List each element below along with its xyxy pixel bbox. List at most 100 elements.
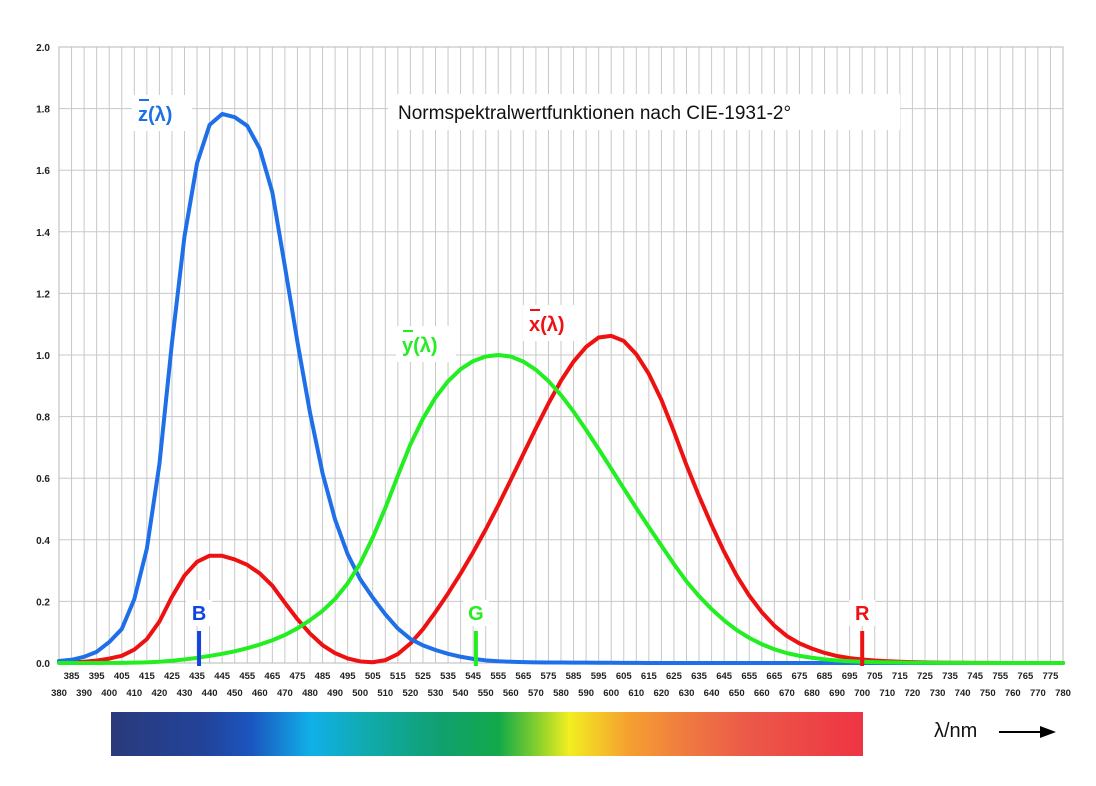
x-tick-label: 725	[917, 671, 934, 682]
x-tick-label: 700	[854, 688, 870, 699]
curve-label-y: y(λ)	[402, 335, 438, 357]
x-tick-label: 460	[252, 688, 268, 699]
x-tick-label: 495	[340, 671, 357, 682]
y-tick-label: 1.8	[36, 105, 50, 116]
x-tick-label: 765	[1017, 671, 1034, 682]
x-tick-label: 610	[628, 688, 644, 699]
x-tick-label: 430	[177, 688, 193, 699]
x-tick-label: 475	[290, 671, 307, 682]
x-tick-label: 685	[817, 671, 834, 682]
x-tick-label: 425	[164, 671, 181, 682]
x-tick-label: 435	[189, 671, 206, 682]
x-tick-label: 735	[942, 671, 959, 682]
x-tick-label: 405	[114, 671, 131, 682]
grid	[58, 46, 1064, 664]
x-tick-label: 590	[578, 688, 594, 699]
x-tick-label: 655	[741, 671, 758, 682]
x-tick-label: 780	[1055, 688, 1071, 699]
x-tick-label: 545	[465, 671, 482, 682]
x-tick-label: 575	[541, 671, 558, 682]
y-tick-label: 1.6	[36, 166, 50, 177]
x-tick-label: 760	[1005, 688, 1021, 699]
x-tick-label: 505	[365, 671, 382, 682]
x-tick-label: 775	[1043, 671, 1060, 682]
x-tick-label: 410	[126, 688, 142, 699]
x-tick-label: 600	[603, 688, 619, 699]
x-tick-label: 605	[616, 671, 633, 682]
x-tick-label: 510	[377, 688, 393, 699]
x-tick-label: 660	[754, 688, 770, 699]
x-tick-label: 630	[679, 688, 695, 699]
x-tick-label: 400	[101, 688, 117, 699]
x-tick-label: 640	[704, 688, 720, 699]
x-tick-label: 535	[440, 671, 457, 682]
x-tick-label: 420	[151, 688, 167, 699]
chart-title-box: Normspektralwertfunktionen nach CIE-1931…	[388, 94, 900, 130]
x-axis-tick-labels: 380 385 390 395 400 405 410 415 420 425 430 435 440 4…	[51, 671, 1071, 699]
x-tick-label: 670	[779, 688, 795, 699]
x-tick-label: 380	[51, 688, 67, 699]
series-line-y	[57, 353, 1065, 665]
x-tick-label: 385	[64, 671, 81, 682]
x-tick-label: 540	[453, 688, 469, 699]
x-tick-label: 470	[277, 688, 293, 699]
x-tick-label: 635	[691, 671, 708, 682]
x-tick-label: 555	[490, 671, 507, 682]
curve-label-x: x(λ)	[529, 314, 565, 336]
primary-label-B: B	[192, 603, 206, 625]
x-tick-label: 455	[239, 671, 256, 682]
x-tick-label: 710	[879, 688, 895, 699]
x-tick-label: 770	[1030, 688, 1046, 699]
y-tick-label: 2.0	[36, 43, 50, 54]
x-tick-label: 730	[930, 688, 946, 699]
x-tick-label: 395	[89, 671, 106, 682]
x-tick-label: 715	[892, 671, 909, 682]
primary-label-bg	[462, 600, 489, 626]
x-tick-label: 450	[227, 688, 243, 699]
x-tick-label: 525	[415, 671, 432, 682]
primary-label-R: R	[855, 603, 870, 625]
x-tick-label: 695	[842, 671, 859, 682]
y-axis-tick-labels: 0.0 0.2 0.4 0.6 0.8 1.0 1.2 1.4 1.6 1.8 2.0	[36, 43, 50, 670]
primary-label-bg	[186, 600, 213, 626]
x-tick-label: 520	[402, 688, 418, 699]
x-tick-label: 720	[904, 688, 920, 699]
x-tick-label: 530	[428, 688, 444, 699]
primary-label-bg	[849, 600, 876, 626]
y-tick-label: 0.8	[36, 413, 50, 424]
x-tick-label: 750	[980, 688, 996, 699]
curves	[57, 111, 1065, 665]
wavelength-axis-label: λ/nm	[934, 720, 1056, 742]
x-tick-label: 585	[566, 671, 583, 682]
x-tick-label: 645	[716, 671, 733, 682]
x-tick-label: 580	[553, 688, 569, 699]
x-tick-label: 570	[528, 688, 544, 699]
x-tick-label: 560	[503, 688, 519, 699]
x-tick-label: 500	[352, 688, 368, 699]
x-tick-label: 705	[867, 671, 884, 682]
primary-label-G: G	[468, 603, 484, 625]
y-tick-label: 1.4	[36, 228, 50, 239]
x-tick-label: 675	[792, 671, 809, 682]
x-tick-label: 665	[766, 671, 783, 682]
x-tick-label: 565	[515, 671, 532, 682]
x-tick-label: 445	[214, 671, 231, 682]
x-tick-label: 415	[139, 671, 156, 682]
x-tick-label: 485	[315, 671, 332, 682]
y-tick-label: 0.6	[36, 474, 50, 485]
x-tick-label: 440	[202, 688, 218, 699]
chart-title: Normspektralwertfunktionen nach CIE-1931…	[398, 103, 791, 124]
x-tick-label: 615	[641, 671, 658, 682]
x-tick-label: 465	[264, 671, 281, 682]
x-tick-label: 620	[653, 688, 669, 699]
arrowhead-icon	[1040, 726, 1056, 738]
x-tick-label: 625	[666, 671, 683, 682]
x-tick-label: 755	[992, 671, 1009, 682]
y-tick-label: 0.2	[36, 597, 50, 608]
x-tick-label: 550	[478, 688, 494, 699]
x-tick-label: 390	[76, 688, 92, 699]
x-tick-label: 745	[967, 671, 984, 682]
y-tick-label: 0.4	[36, 536, 50, 547]
